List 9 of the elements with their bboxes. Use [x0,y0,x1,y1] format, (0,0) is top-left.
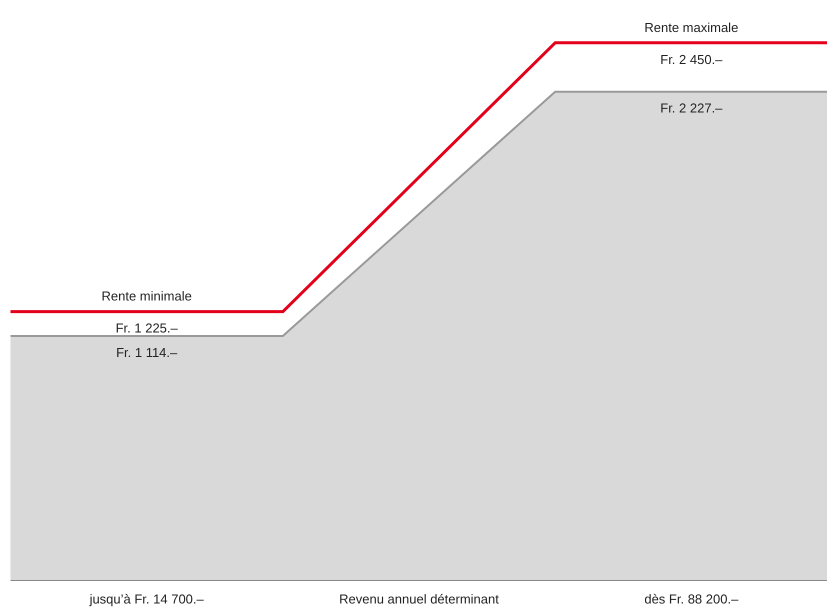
annotation: Rente minimale [102,288,192,304]
x-tick-label: dès Fr. 88 200.– [644,592,740,606]
annotation: Rente maximale [644,20,738,35]
data-label: Fr. 1 225.– [116,320,179,336]
x-tick-label: Revenu annuel déterminant [339,592,500,606]
data-label: Fr. 2 227.– [660,100,724,116]
data-label: Fr. 1 114.– [116,344,178,360]
x-tick-label: jusqu’à Fr. 14 700.– [88,592,205,606]
data-label: Fr. 2 450.– [660,52,724,67]
